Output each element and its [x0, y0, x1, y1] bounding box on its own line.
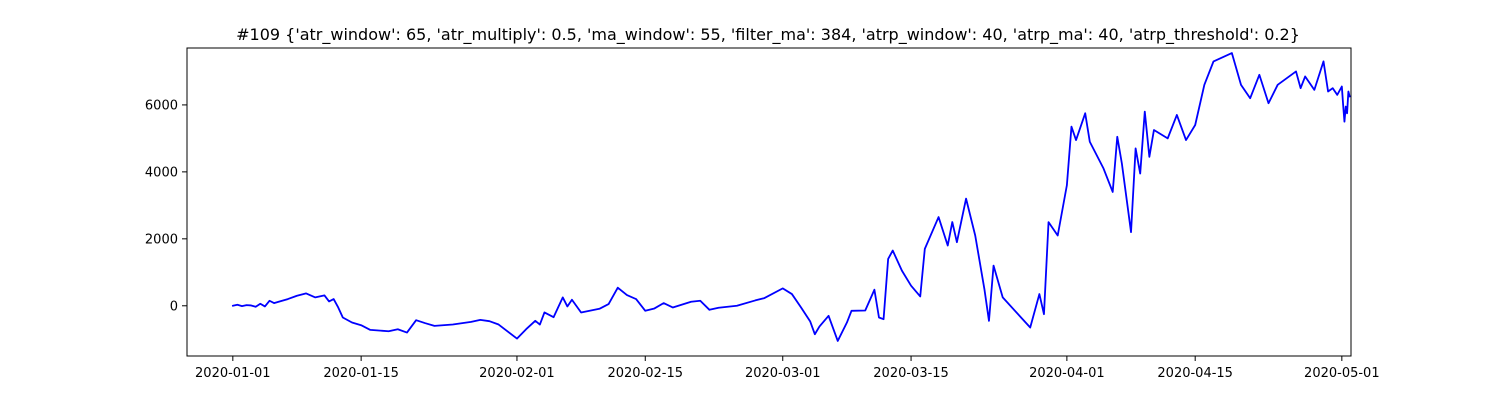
- x-tick-label: 2020-02-01: [479, 366, 555, 381]
- x-axis-ticks: 2020-01-01 2020-01-15 2020-02-01 2020-02-15…: [195, 356, 1380, 381]
- series-line: [231, 52, 1351, 342]
- x-tick-label: 2020-04-01: [1029, 366, 1105, 381]
- y-tick-label: 4000: [145, 165, 178, 180]
- chart-title: #109 {'atr_window': 65, 'atr_multiply': …: [236, 25, 1300, 45]
- plot-frame: [186, 47, 1352, 357]
- x-tick-label: 2020-02-15: [607, 366, 683, 381]
- x-tick-label: 2020-01-01: [195, 366, 271, 381]
- y-tick-label: 6000: [145, 98, 178, 113]
- x-tick-label: 2020-03-01: [745, 366, 821, 381]
- x-tick-label: 2020-04-15: [1157, 366, 1233, 381]
- x-tick-label: 2020-01-15: [323, 366, 399, 381]
- x-tick-label: 2020-03-15: [873, 366, 949, 381]
- y-tick-label: 2000: [145, 232, 178, 247]
- y-tick-label: 0: [170, 299, 178, 314]
- x-tick-label: 2020-05-01: [1304, 366, 1380, 381]
- y-axis-ticks: 0 2000 4000 6000: [145, 98, 187, 314]
